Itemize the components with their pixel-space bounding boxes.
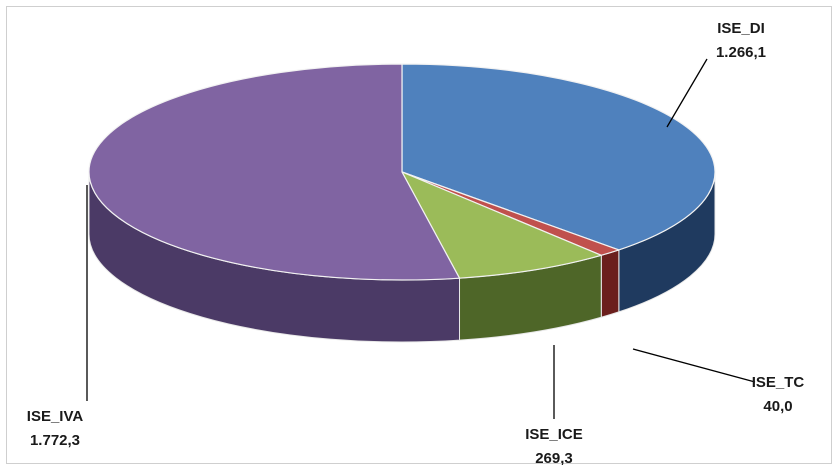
leader-lines (86, 58, 756, 419)
pie-slice-ise-iva (88, 63, 461, 281)
pie-chart: ISE_DI 1.266,1 ISE_TC 40,0 ISE_ICE 269,3… (27, 20, 805, 465)
label-ise-iva-value: 1.772,3 (30, 432, 80, 449)
label-ise-ice-name: ISE_ICE (525, 426, 583, 443)
label-ise-tc-name: ISE_TC (752, 374, 805, 391)
data-labels: ISE_DI 1.266,1 ISE_TC 40,0 ISE_ICE 269,3… (27, 20, 805, 465)
pie-slice-ise-di (401, 63, 716, 251)
pie-side-ise-tc (600, 249, 620, 318)
chart-area: ISE_DI 1.266,1 ISE_TC 40,0 ISE_ICE 269,3… (6, 6, 832, 465)
leader-line-ise-tc (632, 348, 756, 383)
pie-tops (88, 63, 716, 281)
label-ise-di-value: 1.266,1 (716, 44, 766, 61)
label-ise-di-name: ISE_DI (717, 20, 765, 37)
label-ise-iva-name: ISE_IVA (27, 408, 84, 425)
label-ise-tc-value: 40,0 (763, 398, 792, 415)
pie-slice-ise-ice (401, 171, 602, 279)
pie-sides (88, 171, 716, 343)
leader-line-ise-di (666, 58, 708, 128)
label-ise-ice-value: 269,3 (535, 450, 573, 465)
